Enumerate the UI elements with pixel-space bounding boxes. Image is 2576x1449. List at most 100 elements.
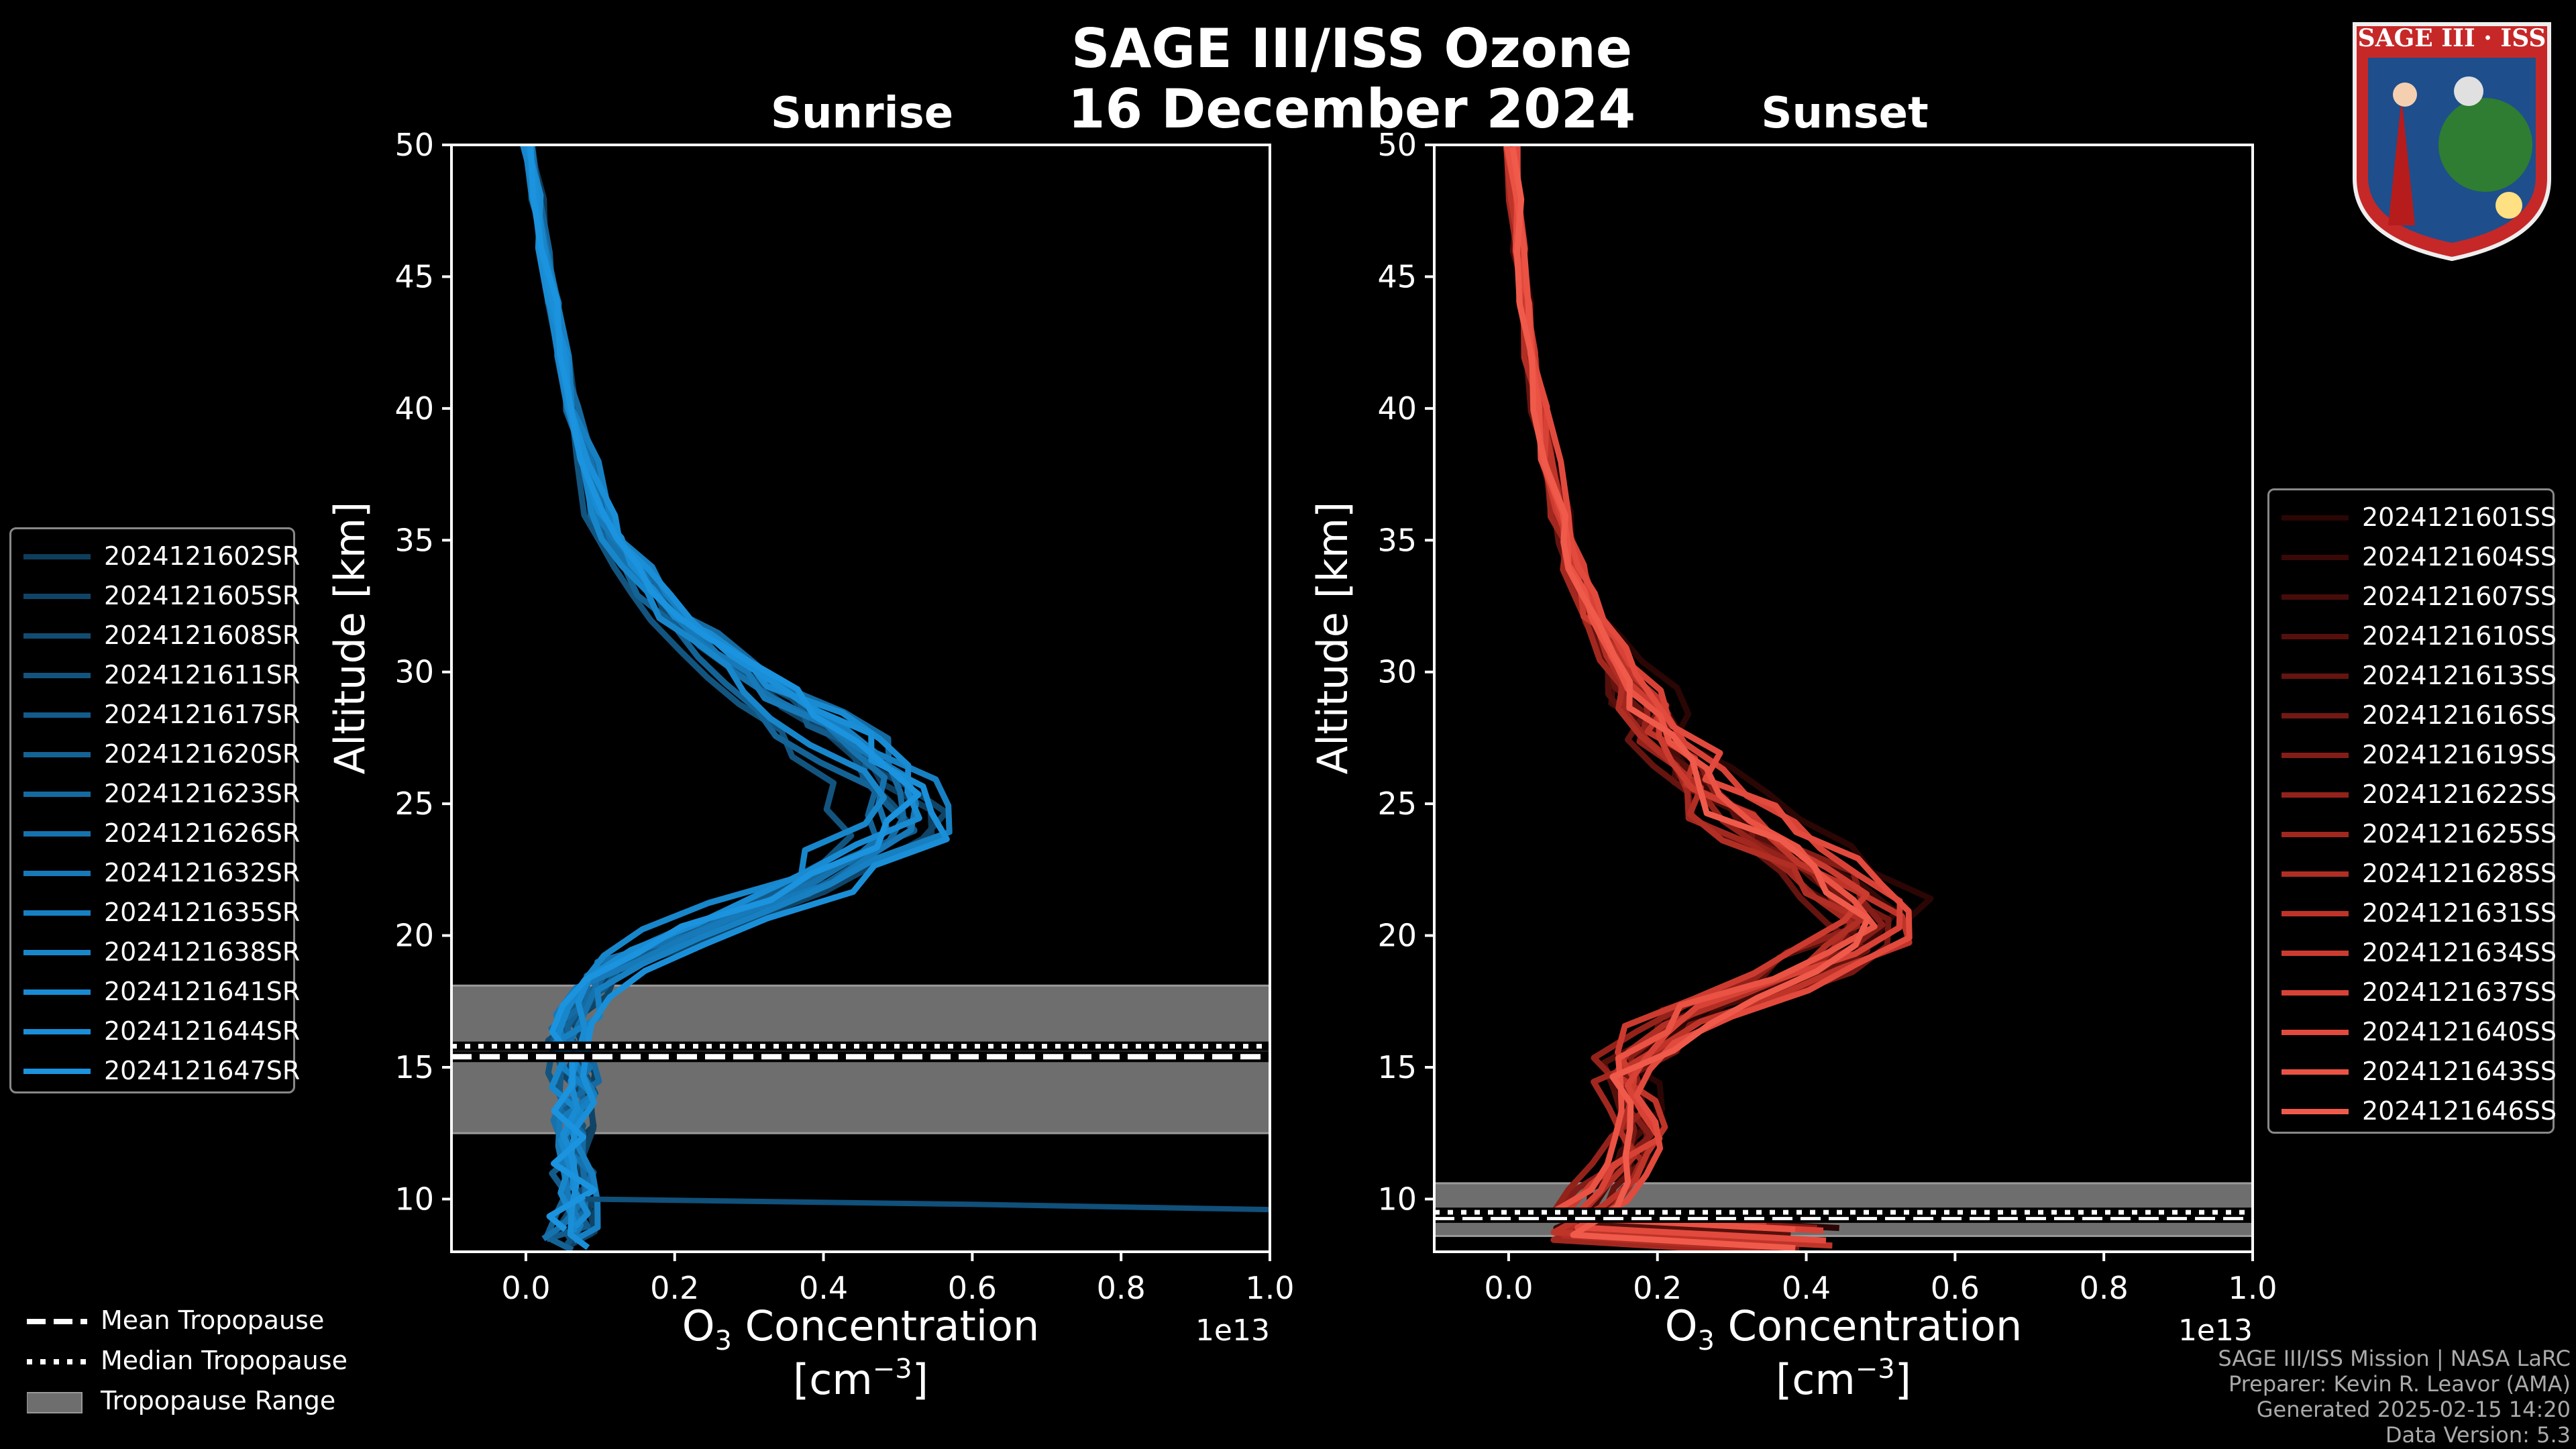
legend-label: 2024121605SR — [104, 581, 301, 610]
x-tick-label: 0.4 — [799, 1270, 848, 1306]
legend-label: 2024121647SR — [104, 1056, 301, 1085]
x-axis-units: [cm−3] — [1776, 1354, 1911, 1404]
x-scale-label: 1e13 — [2178, 1313, 2253, 1348]
legend-label: 2024121641SR — [104, 977, 301, 1006]
profiles — [520, 145, 1270, 1252]
legend-item: 2024121634SS — [2269, 932, 2557, 972]
legend-swatch — [2282, 713, 2349, 718]
profile-line-2024121631SS — [1503, 146, 1913, 1249]
legend-label: 2024121638SR — [104, 937, 301, 967]
x-axis-units: [cm−3] — [793, 1354, 928, 1404]
legend-label: 2024121607SS — [2362, 582, 2557, 611]
legend-item: 2024121641SR — [11, 971, 300, 1011]
profile-line-2024121640SS — [1512, 145, 1913, 1244]
legend-label: 2024121604SS — [2362, 542, 2557, 572]
legend-item: 2024121610SS — [2269, 616, 2557, 655]
y-tick-label: 50 — [394, 127, 434, 163]
sunset-panel-title: Sunset — [1761, 89, 1929, 138]
legend-swatch — [23, 673, 91, 678]
legend-item: 2024121617SR — [11, 694, 300, 734]
y-tick-label: 40 — [394, 390, 434, 427]
legend-item: 2024121622SS — [2269, 774, 2557, 814]
x-tick-label: 0.4 — [1782, 1270, 1831, 1306]
legend-label: 2024121625SS — [2362, 819, 2557, 849]
profile-line-2024121643SS — [1503, 145, 1878, 1233]
legend-swatch — [23, 950, 91, 955]
plot-frame — [1433, 144, 2254, 1253]
legend-label: 2024121640SS — [2362, 1017, 2557, 1046]
figure-title-line1: SAGE III/ISS Ozone — [1071, 17, 1633, 80]
legend-label: 2024121646SS — [2362, 1096, 2557, 1126]
sage-iii-iss-logo: SAGE III · ISS — [2341, 11, 2563, 263]
y-tick-label: 20 — [1377, 918, 1417, 954]
legend-swatch — [2282, 634, 2349, 639]
profile-line-2024121625SS — [1503, 148, 1855, 1252]
legend-label: 2024121631SS — [2362, 898, 2557, 928]
profile-line-2024121637SS — [1513, 145, 1903, 1234]
legend-swatch — [23, 752, 91, 757]
plot-frame — [450, 144, 1271, 1253]
legend-item: 2024121647SR — [11, 1051, 300, 1090]
legend-item: 2024121607SS — [2269, 576, 2557, 616]
figure-title-line2: 16 December 2024 — [1067, 78, 1636, 140]
y-tick-label: 20 — [394, 918, 434, 954]
legend-swatch — [2282, 594, 2349, 600]
x-tick-label: 0.0 — [1484, 1270, 1533, 1306]
legend-label: 2024121628SS — [2362, 859, 2557, 888]
y-tick-label: 30 — [394, 654, 434, 690]
profile-line-2024121622SS — [1505, 145, 1861, 1232]
legend-median-tropopause: Median Tropopause — [27, 1346, 347, 1375]
legend-swatch — [23, 554, 91, 559]
legend-label: 2024121623SR — [104, 779, 301, 808]
legend-item: 2024121646SS — [2269, 1091, 2557, 1130]
x-tick-label: 1.0 — [2228, 1270, 2277, 1306]
x-tick-label: 0.6 — [1931, 1270, 1980, 1306]
credit-preparer: Preparer: Kevin R. Leavor (AMA) — [2228, 1371, 2571, 1397]
y-tick-label: 45 — [1377, 258, 1417, 294]
legend-mean-tropopause: Mean Tropopause — [27, 1305, 325, 1335]
legend-item: 2024121643SS — [2269, 1051, 2557, 1091]
y-tick-label: 15 — [394, 1049, 434, 1085]
profile-line-2024121646SS — [1509, 146, 1871, 1251]
legend-label: 2024121619SS — [2362, 740, 2557, 769]
legend-label: 2024121613SS — [2362, 661, 2557, 690]
legend-item: 2024121628SS — [2269, 853, 2557, 893]
legend-swatch — [23, 1029, 91, 1034]
x-scale-label: 1e13 — [1195, 1313, 1270, 1348]
legend-swatch — [2282, 753, 2349, 758]
legend-tropopause-range: Tropopause Range — [20, 1382, 396, 1422]
legend-swatch — [2282, 911, 2349, 916]
legend-label: 2024121632SR — [104, 858, 301, 888]
legend-label: 2024121634SS — [2362, 938, 2557, 967]
y-axis-label: Altitude [km] — [325, 502, 374, 775]
y-tick-label: 40 — [1377, 390, 1417, 427]
legend-item: 2024121605SR — [11, 576, 300, 615]
legend-label: 2024121616SS — [2362, 700, 2557, 730]
y-tick-label: 25 — [1377, 786, 1417, 822]
profile-outlier — [585, 1196, 1270, 1213]
legend-swatch — [2282, 555, 2349, 560]
legend-swatch — [2282, 1109, 2349, 1114]
legend-label: 2024121601SS — [2362, 502, 2557, 532]
legend-swatch — [2282, 1030, 2349, 1035]
legend-item: 2024121620SR — [11, 734, 300, 773]
y-tick-label: 35 — [1377, 522, 1417, 558]
x-tick-label: 0.2 — [1633, 1270, 1682, 1306]
profile-line-2024121647SR — [527, 145, 922, 1232]
x-tick-label: 1.0 — [1245, 1270, 1294, 1306]
y-tick-label: 25 — [394, 786, 434, 822]
legend-swatch — [23, 831, 91, 837]
y-tick-label: 10 — [394, 1181, 434, 1217]
credit-data-version: Data Version: 5.3 — [2385, 1422, 2571, 1448]
mission-patch-icon — [2353, 22, 2551, 262]
sunrise-legend: 2024121602SR 2024121605SR 2024121608SR 2024… — [9, 527, 300, 1093]
profile-line-2024121601SS — [1508, 145, 1934, 1232]
legend-label: 2024121643SS — [2362, 1057, 2557, 1086]
y-tick-label: 45 — [394, 258, 434, 294]
x-tick-label: 0.6 — [948, 1270, 997, 1306]
legend-item: 2024121613SS — [2269, 655, 2557, 695]
legend-label: 2024121602SR — [104, 541, 301, 571]
y-tick-label: 30 — [1377, 654, 1417, 690]
legend-item: 2024121611SR — [11, 655, 300, 694]
profile-line-2024121613SS — [1511, 148, 1871, 1252]
